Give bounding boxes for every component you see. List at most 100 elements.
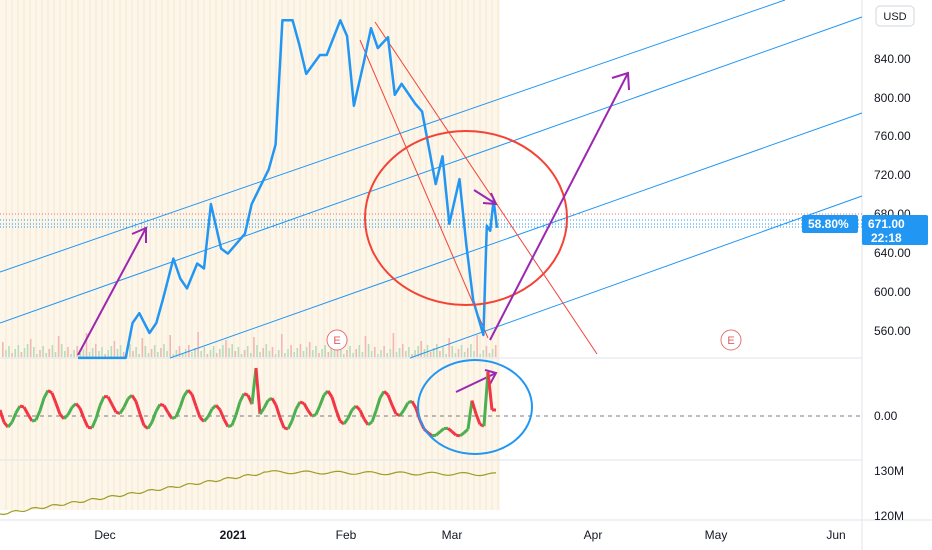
volume-bar xyxy=(231,344,233,357)
oscillator-segment xyxy=(115,410,121,415)
arrow-small-price[interactable] xyxy=(473,189,497,205)
session-highlight xyxy=(0,0,500,510)
volume-bar xyxy=(85,333,88,357)
earnings-marker-2[interactable]: E xyxy=(720,329,742,351)
price-tick: 760.00 xyxy=(874,129,911,143)
oscillator-segment xyxy=(159,402,165,407)
currency-label: USD xyxy=(883,11,906,23)
volume-bar xyxy=(411,354,413,357)
volume-line[interactable] xyxy=(0,470,497,516)
oscillator-segment xyxy=(390,404,398,415)
oscillator-segment xyxy=(26,413,34,422)
volume-bar xyxy=(2,342,4,357)
arrow-left-rise[interactable] xyxy=(77,227,147,356)
volume-bar xyxy=(330,348,333,357)
highlight-circle-oscillator[interactable] xyxy=(417,359,533,455)
volume-bar xyxy=(250,353,252,357)
oscillator-segment xyxy=(171,415,177,420)
channel-line-1[interactable] xyxy=(0,0,786,273)
oscillator-segment xyxy=(38,397,46,412)
volume-bar xyxy=(181,353,184,357)
channel-line-3[interactable] xyxy=(169,112,863,359)
oscillator-segment xyxy=(14,405,22,414)
volume-bar xyxy=(212,346,215,357)
volume-bar xyxy=(436,344,438,357)
highlight-circle-price[interactable] xyxy=(364,130,568,306)
volume-bar xyxy=(76,346,78,357)
oscillator-segment xyxy=(451,430,457,437)
volume-bar xyxy=(274,354,277,357)
earnings-marker-1[interactable]: E xyxy=(326,329,348,351)
volume-bar xyxy=(237,347,240,357)
volume-bar xyxy=(144,346,147,357)
volume-bar xyxy=(299,344,302,357)
volume-bar xyxy=(389,349,392,357)
volume-bar xyxy=(5,350,7,357)
percent-badge[interactable]: 58.80% xyxy=(802,215,858,233)
volume-bar xyxy=(219,349,221,357)
oscillator-segment xyxy=(230,414,238,426)
oscillator-segment xyxy=(299,400,305,405)
channel-line-2[interactable] xyxy=(0,16,863,324)
oscillator-line[interactable] xyxy=(0,367,497,438)
oscillator-segment xyxy=(482,371,490,427)
volume-bar xyxy=(380,350,382,357)
volume-bar xyxy=(277,350,280,357)
volume-bar xyxy=(91,348,94,357)
oscillator-segment xyxy=(407,399,413,405)
oscillator-segment xyxy=(106,396,114,406)
downtrend-line-upper[interactable] xyxy=(374,21,598,355)
volume-bar xyxy=(225,340,227,357)
volume-bar xyxy=(305,347,308,357)
volume-bar xyxy=(101,347,103,357)
volume-bar xyxy=(215,353,218,357)
currency-button[interactable] xyxy=(875,5,915,27)
volume-bar xyxy=(442,347,444,357)
price-tick: 720.00 xyxy=(874,168,911,182)
volume-bar xyxy=(184,349,187,357)
volume-bar xyxy=(302,351,305,357)
volume-bar xyxy=(107,350,109,357)
volume-bar xyxy=(457,349,460,357)
volume-bar xyxy=(494,345,497,357)
volume-bar xyxy=(281,334,283,357)
price-axis[interactable]: USD 840.00 800.00 760.00 720.00 680.00 6… xyxy=(874,5,915,523)
volume-bar xyxy=(358,345,361,357)
oscillator-segment xyxy=(54,402,62,415)
oscillator-segment xyxy=(470,400,478,415)
time-axis[interactable]: Dec 2021 Feb Mar Apr May Jun xyxy=(94,528,845,542)
volume-bar xyxy=(197,332,199,357)
volume-bar xyxy=(169,335,171,357)
oscillator-segment xyxy=(358,409,366,420)
volume-bar xyxy=(367,344,370,357)
oscillator-segment xyxy=(459,431,465,438)
volume-bar xyxy=(166,351,168,357)
oscillator-segment xyxy=(466,400,474,430)
price-tick: 840.00 xyxy=(874,52,911,66)
oscillator-segment xyxy=(194,405,202,418)
oscillator-tick: 0.00 xyxy=(874,409,898,423)
oscillator-segment xyxy=(190,393,198,407)
volume-bar xyxy=(482,350,485,357)
annotation-arrows[interactable] xyxy=(77,71,630,393)
oscillator-segment xyxy=(367,420,373,427)
volume-bar xyxy=(287,349,289,357)
volume-bar xyxy=(67,347,69,357)
arrow-main-rise[interactable] xyxy=(489,72,629,341)
volume-bar xyxy=(308,342,311,357)
volume-bar xyxy=(243,350,246,357)
volume-bar xyxy=(42,346,44,357)
time-label: May xyxy=(705,528,728,542)
volume-bar xyxy=(153,345,156,357)
downtrend-line-lower[interactable] xyxy=(359,39,489,339)
volume-bar xyxy=(284,353,286,357)
volume-bar xyxy=(346,350,348,357)
last-price-tag[interactable]: 671.00 22:18 xyxy=(862,215,928,245)
volume-bar xyxy=(377,354,379,357)
volume-bar xyxy=(45,353,47,357)
oscillator-segment xyxy=(254,367,262,415)
volume-bar xyxy=(194,348,196,357)
oscillator-segment xyxy=(267,396,273,402)
price-line[interactable] xyxy=(78,19,499,360)
